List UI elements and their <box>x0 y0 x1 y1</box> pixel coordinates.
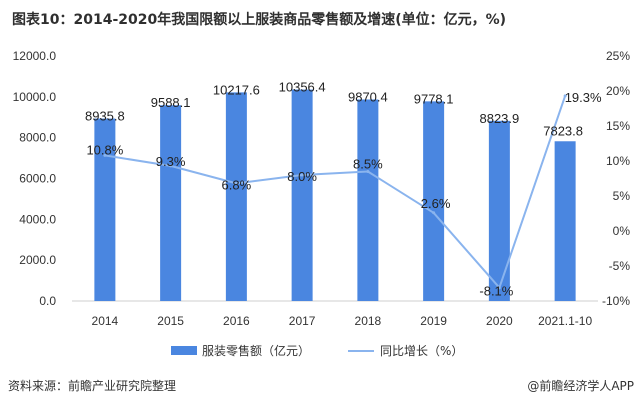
growth-point <box>563 94 567 98</box>
growth-value-label: 6.8% <box>222 177 252 192</box>
bar <box>554 141 576 301</box>
x-axis: 2014 2015 2016 2017 2018 2019 2020 2021.1-10 <box>92 314 593 328</box>
bar-value-label: 8935.8 <box>85 109 125 124</box>
bar <box>94 118 116 301</box>
growth-value-label: 10.8% <box>86 142 123 157</box>
legend-bar-label: 服装零售额（亿元） <box>202 343 310 358</box>
chart-title: 图表10：2014-2020年我国限额以上服装商品零售额及增速(单位：亿元，%) <box>12 12 507 28</box>
legend: 服装零售额（亿元） 同比增长（%） <box>171 343 463 358</box>
x-tick-label: 2015 <box>157 314 184 328</box>
left-tick-label: 4000.0 <box>19 212 56 226</box>
left-axis: 0.0 2000.0 4000.0 6000.0 8000.0 10000.0 12000.… <box>13 49 57 308</box>
x-tick-label: 2014 <box>92 314 119 328</box>
growth-line <box>104 95 567 289</box>
bar-value-label: 9870.4 <box>348 89 388 104</box>
bar <box>423 101 445 301</box>
bar-series <box>94 89 576 302</box>
legend-bar-swatch <box>171 346 197 355</box>
right-tick-label: 15% <box>606 119 630 133</box>
bar <box>225 92 247 302</box>
growth-value-label: 19.3% <box>565 90 602 105</box>
growth-point <box>366 170 370 173</box>
growth-point <box>300 173 304 177</box>
x-tick-label: 2016 <box>223 314 250 328</box>
source-note: 资料来源：前瞻产业研究院整理 <box>8 379 177 393</box>
left-tick-label: 0.0 <box>39 294 56 308</box>
growth-value-label: 8.5% <box>353 157 383 172</box>
right-tick-label: 20% <box>606 84 630 98</box>
growth-point <box>169 164 173 168</box>
x-tick-label: 2021.1-10 <box>538 314 592 328</box>
bar-value-label: 7823.8 <box>543 123 583 138</box>
brand-note: @前瞻经济学人APP <box>527 379 634 393</box>
right-tick-label: 25% <box>606 49 630 63</box>
right-tick-label: -10% <box>602 294 630 308</box>
bar <box>357 99 379 301</box>
left-tick-label: 8000.0 <box>19 131 56 145</box>
right-tick-label: -5% <box>609 259 631 273</box>
x-tick-label: 2020 <box>486 314 513 328</box>
left-tick-label: 2000.0 <box>19 253 56 267</box>
growth-value-labels: 10.8% 9.3% 6.8% 8.0% 8.5% 2.6% -8.1% 19.3% <box>86 90 602 299</box>
bar-value-labels: 8935.8 9588.1 10217.6 10356.4 9870.4 9778.1 88… <box>85 80 583 139</box>
left-tick-label: 12000.0 <box>13 49 57 63</box>
bar <box>291 89 313 302</box>
growth-value-label: -8.1% <box>479 284 513 299</box>
right-tick-label: 0% <box>613 224 631 238</box>
legend-line-label: 同比增长（%） <box>380 344 463 358</box>
growth-value-label: 2.6% <box>421 196 451 211</box>
bar <box>160 105 182 302</box>
growth-point <box>234 181 238 185</box>
left-tick-label: 10000.0 <box>13 90 57 104</box>
bar-value-label: 10356.4 <box>279 80 326 95</box>
left-tick-label: 6000.0 <box>19 172 56 186</box>
bar-value-label: 9588.1 <box>151 95 191 110</box>
growth-value-label: 9.3% <box>156 154 186 169</box>
growth-point <box>432 211 436 215</box>
bar-value-label: 10217.6 <box>213 82 260 97</box>
right-axis: -10% -5% 0% 5% 10% 15% 20% 25% <box>602 49 630 308</box>
growth-point <box>103 153 107 157</box>
right-tick-label: 10% <box>606 154 630 168</box>
x-tick-label: 2019 <box>420 314 447 328</box>
bar-value-label: 8823.9 <box>479 111 519 126</box>
bar-value-label: 9778.1 <box>414 91 454 106</box>
x-tick-label: 2017 <box>289 314 316 328</box>
growth-value-label: 8.0% <box>287 169 317 184</box>
growth-point <box>497 286 501 290</box>
bar <box>488 120 510 302</box>
right-tick-label: 5% <box>613 189 631 203</box>
line-series <box>103 94 567 290</box>
x-tick-label: 2018 <box>355 314 382 328</box>
